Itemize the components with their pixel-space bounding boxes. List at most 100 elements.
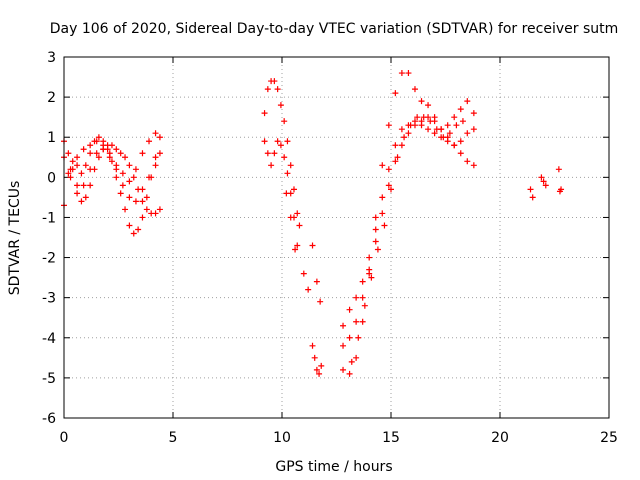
- data-point: [65, 150, 72, 157]
- data-point: [556, 188, 563, 195]
- data-point: [346, 334, 353, 341]
- series-seg-rise-a: [340, 70, 477, 377]
- data-point: [74, 182, 81, 189]
- data-point: [427, 118, 434, 125]
- data-point: [74, 190, 81, 197]
- data-point: [126, 178, 133, 185]
- data-point: [264, 150, 271, 157]
- data-point: [261, 110, 268, 117]
- data-point: [405, 130, 412, 137]
- data-point: [152, 210, 159, 217]
- y-tick-label: 3: [47, 50, 56, 66]
- data-point: [87, 150, 94, 157]
- series-seg-late: [527, 166, 565, 201]
- series-seg-rise-d: [348, 114, 466, 365]
- data-point: [277, 102, 284, 109]
- data-point: [156, 206, 163, 213]
- data-point: [119, 170, 126, 177]
- data-point: [139, 186, 146, 193]
- data-point: [277, 142, 284, 149]
- data-point: [305, 286, 312, 293]
- data-point: [139, 198, 146, 205]
- data-point: [346, 306, 353, 313]
- data-point: [294, 242, 301, 249]
- data-point: [67, 174, 74, 181]
- data-point: [95, 134, 102, 141]
- data-point: [401, 134, 408, 141]
- data-point: [392, 158, 399, 165]
- data-point: [294, 210, 301, 217]
- data-point: [146, 174, 153, 181]
- data-point: [82, 162, 89, 169]
- data-point: [355, 334, 362, 341]
- data-point: [283, 190, 290, 197]
- data-point: [100, 142, 107, 149]
- series-seg-early-d: [67, 138, 159, 205]
- data-point: [470, 162, 477, 169]
- data-point: [407, 122, 414, 129]
- series-seg-noon-b: [261, 138, 301, 249]
- data-point: [78, 198, 85, 205]
- data-point: [420, 114, 427, 121]
- data-point: [311, 354, 318, 361]
- x-tick-label: 0: [60, 430, 69, 446]
- data-point: [74, 154, 81, 161]
- data-point: [353, 318, 360, 325]
- data-point: [152, 162, 159, 169]
- y-tick-label: -2: [42, 251, 56, 267]
- data-point: [366, 266, 373, 273]
- data-point: [418, 118, 425, 125]
- series-seg-noon-c: [283, 190, 324, 305]
- x-tick-label: 10: [273, 430, 291, 446]
- data-point: [296, 222, 303, 229]
- data-point: [459, 118, 466, 125]
- data-point: [87, 166, 94, 173]
- data-point: [392, 142, 399, 149]
- data-point: [281, 118, 288, 125]
- data-point: [108, 158, 115, 165]
- tick-layer: 0 5 10 15 20 25 -6 -5 -4 -3 -2 -1 0 1 2 3: [42, 50, 618, 446]
- data-point: [444, 122, 451, 129]
- data-point: [152, 154, 159, 161]
- data-point: [372, 238, 379, 245]
- data-point: [132, 166, 139, 173]
- y-tick-label: 0: [47, 170, 56, 186]
- data-point: [117, 150, 124, 157]
- y-tick-label: -3: [42, 291, 56, 307]
- data-point: [122, 206, 129, 213]
- data-point: [287, 214, 294, 221]
- data-point: [65, 170, 72, 177]
- data-point: [87, 182, 94, 189]
- data-point: [126, 162, 133, 169]
- data-point: [425, 126, 432, 133]
- data-point: [398, 70, 405, 77]
- data-point: [281, 154, 288, 161]
- data-point: [372, 214, 379, 221]
- data-point: [379, 210, 386, 217]
- series-seg-noon-a: [261, 78, 301, 217]
- data-point: [135, 226, 142, 233]
- data-point: [431, 130, 438, 137]
- x-tick-label: 5: [169, 430, 178, 446]
- data-point: [366, 254, 373, 261]
- data-point: [398, 126, 405, 133]
- data-point: [340, 342, 347, 349]
- data-point: [126, 222, 133, 229]
- data-point: [418, 98, 425, 105]
- data-point: [457, 150, 464, 157]
- chart-title: Day 106 of 2020, Sidereal Day-to-day VTE…: [50, 21, 619, 37]
- data-point: [290, 186, 297, 193]
- series-seg-early-a: [61, 134, 163, 237]
- data-point: [464, 158, 471, 165]
- data-point: [540, 178, 547, 185]
- series-seg-noon-d: [309, 342, 325, 377]
- data-point: [284, 138, 291, 145]
- data-point: [318, 362, 325, 369]
- data-point: [555, 166, 562, 173]
- data-point: [405, 70, 412, 77]
- data-point: [80, 146, 87, 153]
- data-point: [394, 154, 401, 161]
- data-point: [368, 274, 375, 281]
- data-point: [542, 182, 549, 189]
